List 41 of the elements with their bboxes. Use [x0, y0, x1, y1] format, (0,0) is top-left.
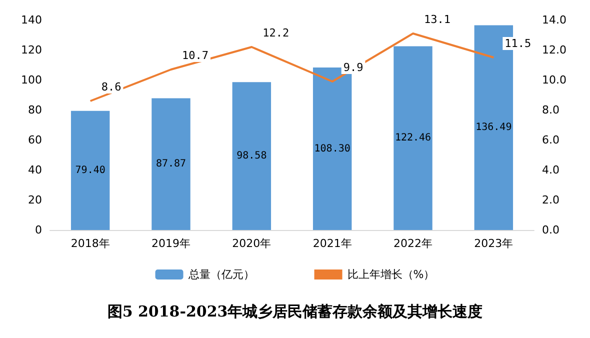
y2-tick-label: 12.0: [542, 44, 566, 56]
data-label: 98.58: [236, 150, 267, 162]
x-tick-label: 2021年: [312, 237, 352, 250]
y-tick-label: 20: [28, 194, 42, 206]
x-tick-label: 2022年: [394, 237, 432, 250]
x-tick-label: 2018年: [70, 237, 110, 250]
legend-label: 比上年增长（%）: [347, 268, 435, 281]
bar: [394, 46, 432, 230]
x-tick-label: 2023年: [474, 237, 514, 250]
data-label: 13.1: [424, 13, 450, 26]
y-tick-label: 40: [28, 164, 42, 176]
y2-tick-label: 0.0: [542, 224, 560, 236]
y-tick-label: 140: [21, 14, 42, 26]
bar: [232, 82, 272, 230]
y-tick-label: 80: [28, 104, 42, 116]
data-label: 10.7: [182, 49, 208, 62]
data-label: 87.87: [156, 158, 186, 170]
bar: [70, 110, 110, 230]
y-tick-label: 60: [28, 134, 42, 146]
data-label: 79.40: [75, 164, 106, 176]
data-label: 12.2: [262, 26, 290, 40]
data-label: 136.49: [476, 122, 512, 134]
y-tick-label: 100: [21, 74, 42, 86]
y2-tick-label: 4.0: [542, 164, 560, 176]
bar: [152, 98, 190, 230]
legend-label: 总量（亿元）: [187, 268, 254, 281]
text: 图5 2018-2023年城乡居民储蓄存款余额及其增长速度: [107, 302, 483, 320]
y2-tick-label: 2.0: [542, 194, 560, 206]
y2-tick-label: 10.0: [542, 74, 566, 86]
data-label: 8.6: [101, 80, 122, 94]
x-tick-label: 2020年: [232, 237, 272, 250]
x-tick-label: 2019年: [152, 237, 190, 250]
data-label: 11.5: [504, 37, 532, 50]
y2-tick-label: 8.0: [542, 104, 560, 116]
data-label: 9.9: [343, 61, 364, 74]
y2-tick-label: 6.0: [542, 134, 560, 146]
data-label: 108.30: [314, 143, 350, 154]
y-tick-label: 120: [21, 44, 42, 56]
data-label: 122.46: [394, 132, 432, 144]
y-tick-label: 0: [35, 224, 42, 236]
y2-tick-label: 14.0: [542, 14, 566, 26]
